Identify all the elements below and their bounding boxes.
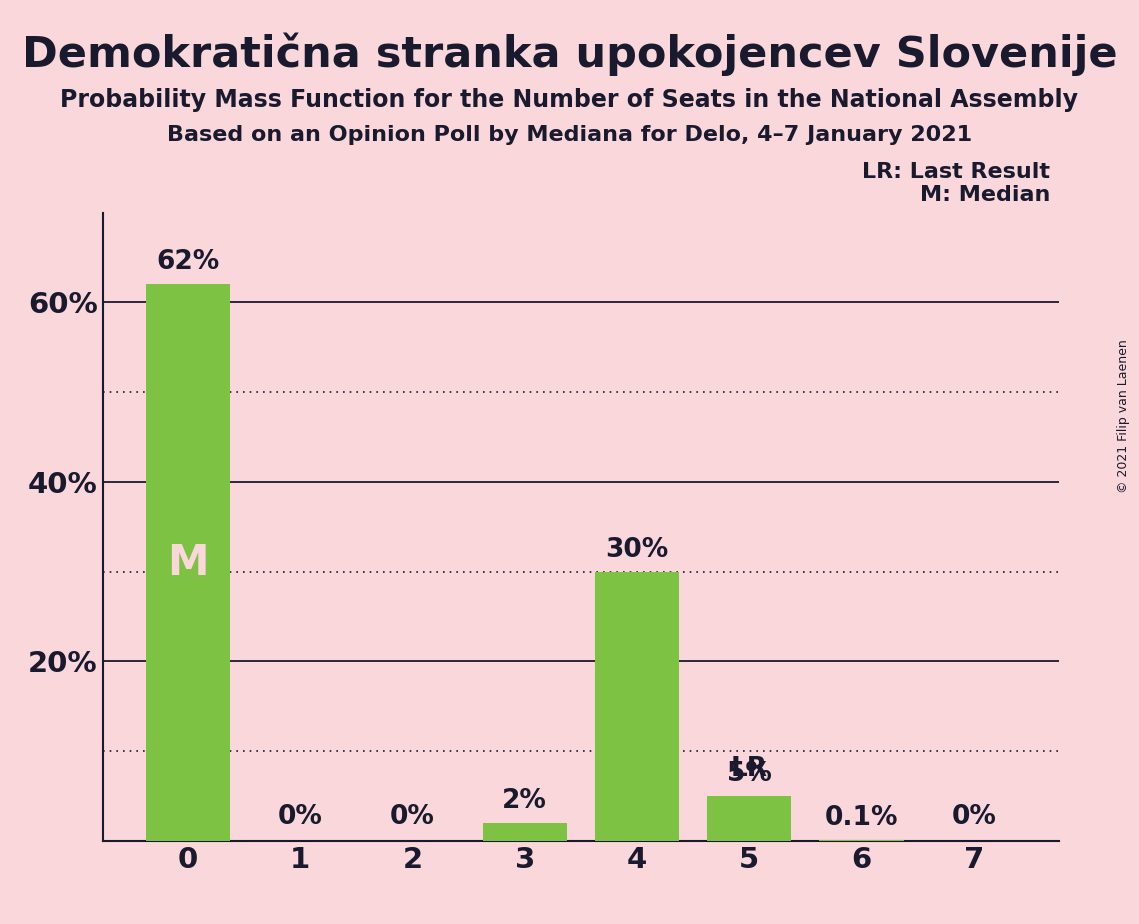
Text: 0%: 0% — [391, 804, 435, 830]
Text: 62%: 62% — [156, 249, 220, 275]
Bar — [595, 572, 679, 841]
Text: Demokratična stranka upokojencev Slovenije: Demokratična stranka upokojencev Sloveni… — [22, 32, 1117, 76]
Text: M: M — [167, 541, 208, 584]
Text: 0%: 0% — [951, 804, 997, 830]
Text: LR: LR — [731, 757, 768, 783]
Text: 2%: 2% — [502, 788, 547, 814]
Text: Probability Mass Function for the Number of Seats in the National Assembly: Probability Mass Function for the Number… — [60, 88, 1079, 112]
Text: 0.1%: 0.1% — [825, 805, 899, 831]
Text: Based on an Opinion Poll by Mediana for Delo, 4–7 January 2021: Based on an Opinion Poll by Mediana for … — [167, 125, 972, 145]
Text: © 2021 Filip van Laenen: © 2021 Filip van Laenen — [1117, 339, 1130, 492]
Text: 5%: 5% — [727, 761, 771, 787]
Bar — [483, 823, 567, 841]
Bar — [146, 285, 230, 841]
Text: 30%: 30% — [606, 537, 669, 563]
Text: LR: Last Result: LR: Last Result — [862, 162, 1050, 182]
Text: 0%: 0% — [278, 804, 322, 830]
Bar — [707, 796, 792, 841]
Text: M: Median: M: Median — [920, 185, 1050, 205]
